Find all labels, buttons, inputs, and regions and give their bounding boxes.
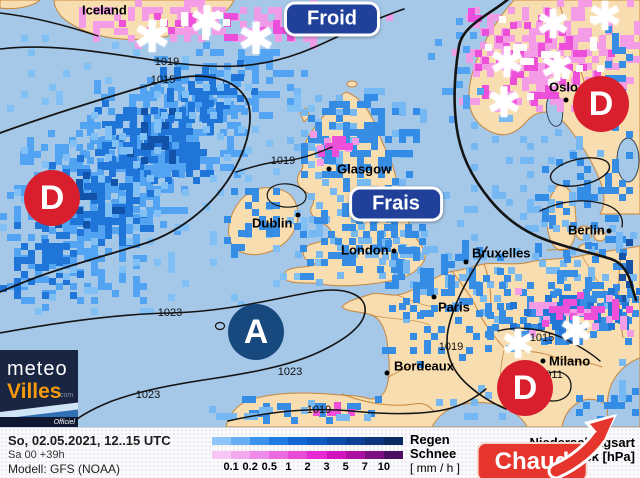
isobar-label: 1015 <box>529 332 555 344</box>
valid-time-label: So, 02.05.2021, 12..15 UTC <box>8 433 171 448</box>
city-label-oslo: Oslo <box>549 79 578 95</box>
city-dot-london <box>391 248 397 254</box>
city-dot-milano <box>540 358 546 364</box>
legend-snow-label: Schnee <box>410 446 457 461</box>
legend-rain-label: Regen <box>410 432 450 447</box>
snowflake-icon: ✱ <box>486 79 522 126</box>
isobar-nw-corner <box>0 12 99 37</box>
snowflake-icon: ✱ <box>189 0 225 45</box>
low-pressure-symbol: D <box>573 76 629 132</box>
lake-vanern <box>616 137 640 183</box>
city-dot-bordeaux <box>384 370 390 376</box>
city-dot-bruxelles <box>463 259 469 265</box>
isobar-1015-loop <box>0 75 251 293</box>
city-label-berlin: Berlin <box>568 222 605 238</box>
isobar-label: 1019 <box>306 404 332 416</box>
isobar-label: 1015 <box>150 74 176 86</box>
snowflake-icon: ✱ <box>489 39 525 86</box>
region-label-iceland: Iceland <box>82 2 127 18</box>
city-label-milano: Milano <box>549 353 591 369</box>
city-label-bordeaux: Bordeaux <box>394 358 454 374</box>
city-dot-berlin <box>606 228 612 234</box>
model-run-label: Sa 00 +39h <box>8 449 65 461</box>
meteovilles-logo: meteo Villes .com Officiel <box>0 350 78 428</box>
high-pressure-symbol: A <box>228 304 284 360</box>
snowflake-icon: ✱ <box>237 15 275 64</box>
isobar-label: 1023 <box>135 389 161 401</box>
isobars <box>0 0 638 427</box>
isobar-label: 1023 <box>277 366 303 378</box>
isobar-1019-france <box>446 246 507 410</box>
isobar-berlin-arc <box>539 200 624 228</box>
land-greenland-corner <box>0 0 41 10</box>
city-label-glasgow: Glasgow <box>337 161 392 177</box>
city-dot-dublin <box>295 212 301 218</box>
isobar-1019-spain <box>227 388 487 422</box>
isobar-closed-dublin <box>266 183 307 208</box>
logo-text-villes: Villes <box>7 380 62 403</box>
isobar-1019-ireland <box>235 146 333 173</box>
weather-map-canvas <box>0 0 640 427</box>
air-mass-label-frais: Frais <box>349 186 443 222</box>
logo-band-dark <box>0 417 78 428</box>
isobar-1015-alps <box>497 327 601 362</box>
snowflake-icon: ✱ <box>133 13 171 62</box>
legend-rain-colorbar <box>212 437 403 445</box>
precipitation-layer <box>0 0 640 424</box>
low-pressure-symbol: D <box>24 170 80 226</box>
city-label-paris: Paris <box>438 299 470 315</box>
snowflake-icon: ✱ <box>559 310 593 354</box>
city-dot-oslo <box>563 97 569 103</box>
snowflake-icon: ✱ <box>501 323 535 367</box>
legend-values: 0.1 0.2 0.5 1 2 3 5 7 10 <box>223 461 391 473</box>
logo-text-com: .com <box>58 392 74 399</box>
land-orkney <box>346 80 358 88</box>
legend-snow-colorbar <box>212 451 403 459</box>
isobar-tiny-o <box>214 321 226 331</box>
city-label-london: London <box>341 242 389 258</box>
snowflake-icon: ✱ <box>536 3 570 47</box>
city-label-dublin: Dublin <box>252 215 293 231</box>
isobar-label: 1019 <box>438 341 464 353</box>
city-dot-glasgow <box>326 166 332 172</box>
logo-text-meteo: meteo <box>7 358 68 380</box>
isobar-front-northsea <box>453 0 638 302</box>
isobar-label: 1019 <box>270 155 296 167</box>
snowflake-icon: ✱ <box>588 0 622 39</box>
air-mass-label-chaud: Chaud <box>476 442 588 478</box>
low-pressure-symbol: D <box>497 360 553 416</box>
legend-unit-label: [ mm / h ] <box>410 461 461 475</box>
model-name-label: Modell: GFS (NOAA) <box>8 462 121 476</box>
isobar-denmark-oval <box>549 157 611 187</box>
isobar-1023-sweep <box>0 289 366 427</box>
air-mass-label-froid: Froid <box>284 1 380 37</box>
city-dot-paris <box>431 294 437 300</box>
city-label-bruxelles: Bruxelles <box>472 245 531 261</box>
isobar-label: 1023 <box>157 307 183 319</box>
snowflake-icon: ✱ <box>540 46 574 90</box>
logo-text-officiel: Officiel <box>53 419 75 426</box>
isobar-label: 1019 <box>154 56 180 68</box>
